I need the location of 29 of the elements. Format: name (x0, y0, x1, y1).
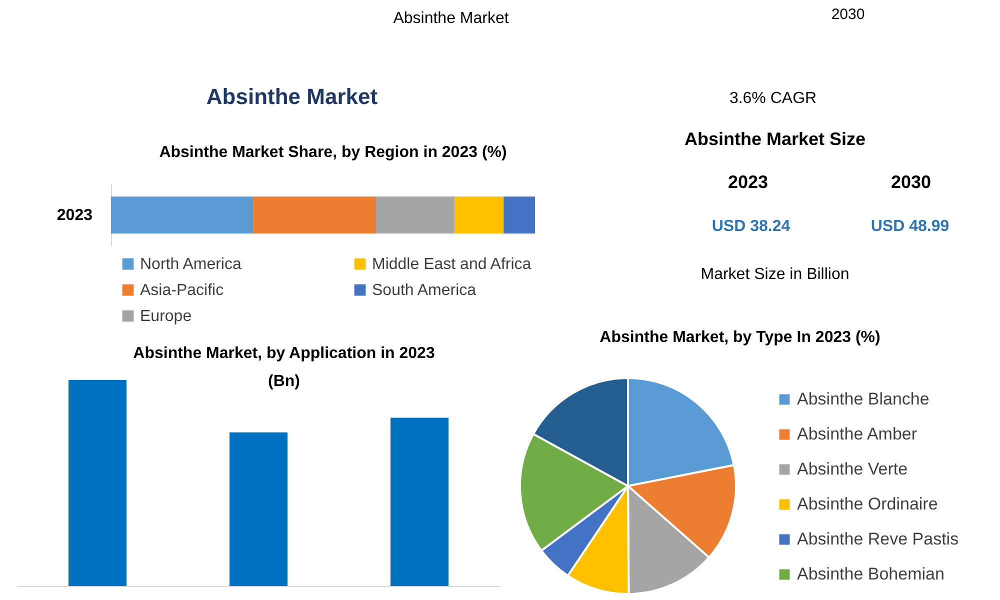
legend-label: Absinthe Reve Pastis (797, 530, 959, 548)
text: Absinthe Market (206, 84, 378, 109)
legend-label: Absinthe Bohemian (797, 564, 944, 584)
bar (111, 196, 254, 234)
text: Absinthe Market (393, 10, 510, 27)
bar (454, 196, 504, 234)
legend-label: Asia-Pacific (140, 282, 224, 299)
legend-label: Absinthe Verte (797, 460, 908, 478)
text: Absinthe Market Size (684, 129, 866, 149)
legend-label: Middle East and Africa (372, 256, 532, 273)
text: 3.6% CAGR (729, 90, 817, 107)
legend-label: Europe (140, 308, 192, 325)
chart-title: Absinthe Market Share, by Region in 2023 (%) (159, 144, 507, 161)
legend-label: Absinthe Blanche (797, 390, 930, 408)
legend-label: Absinthe Amber (797, 424, 918, 444)
legend-label: Absinthe Ordinaire (797, 494, 938, 514)
text: USD 48.99 (870, 218, 950, 235)
text: Market Size in Billion (700, 266, 850, 283)
bar (376, 196, 454, 234)
text: 2030 (890, 172, 932, 192)
text: USD 38.24 (712, 218, 790, 235)
chart-title: Absinthe Market, by Application in 2023 (Bn) (133, 345, 435, 390)
bar (253, 196, 376, 234)
legend-label: South America (372, 282, 476, 299)
text: 2030 (831, 6, 865, 23)
bar (504, 196, 535, 234)
legend-label: North America (140, 256, 242, 273)
chart-title: Absinthe Market, by Type In 2023 (%) (600, 329, 880, 346)
text: 2023 (728, 172, 768, 192)
